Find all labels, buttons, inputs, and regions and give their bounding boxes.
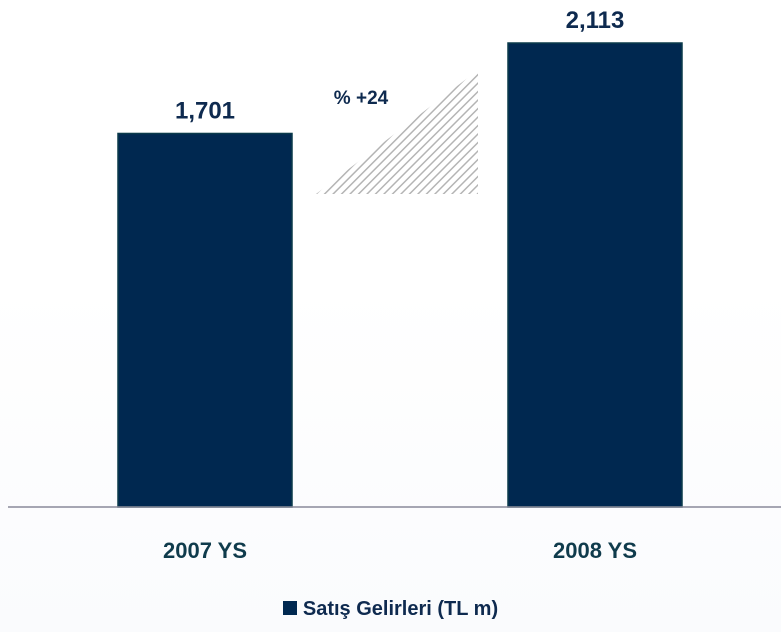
growth-hatch-triangle <box>316 70 478 194</box>
growth-annotation-label: % +24 <box>334 88 389 109</box>
value-label: 1,701 <box>175 97 235 124</box>
value-label: 2,113 <box>566 7 625 34</box>
bar-2008-ys <box>507 42 683 508</box>
legend: Satış Gelirleri (TL m) <box>0 598 781 621</box>
legend-swatch <box>282 601 297 615</box>
legend-label: Satış Gelirleri (TL m) <box>302 598 499 620</box>
category-label: 2008 YS <box>553 538 637 563</box>
category-label: 2007 YS <box>163 538 247 563</box>
bar-2007-ys <box>117 132 293 508</box>
